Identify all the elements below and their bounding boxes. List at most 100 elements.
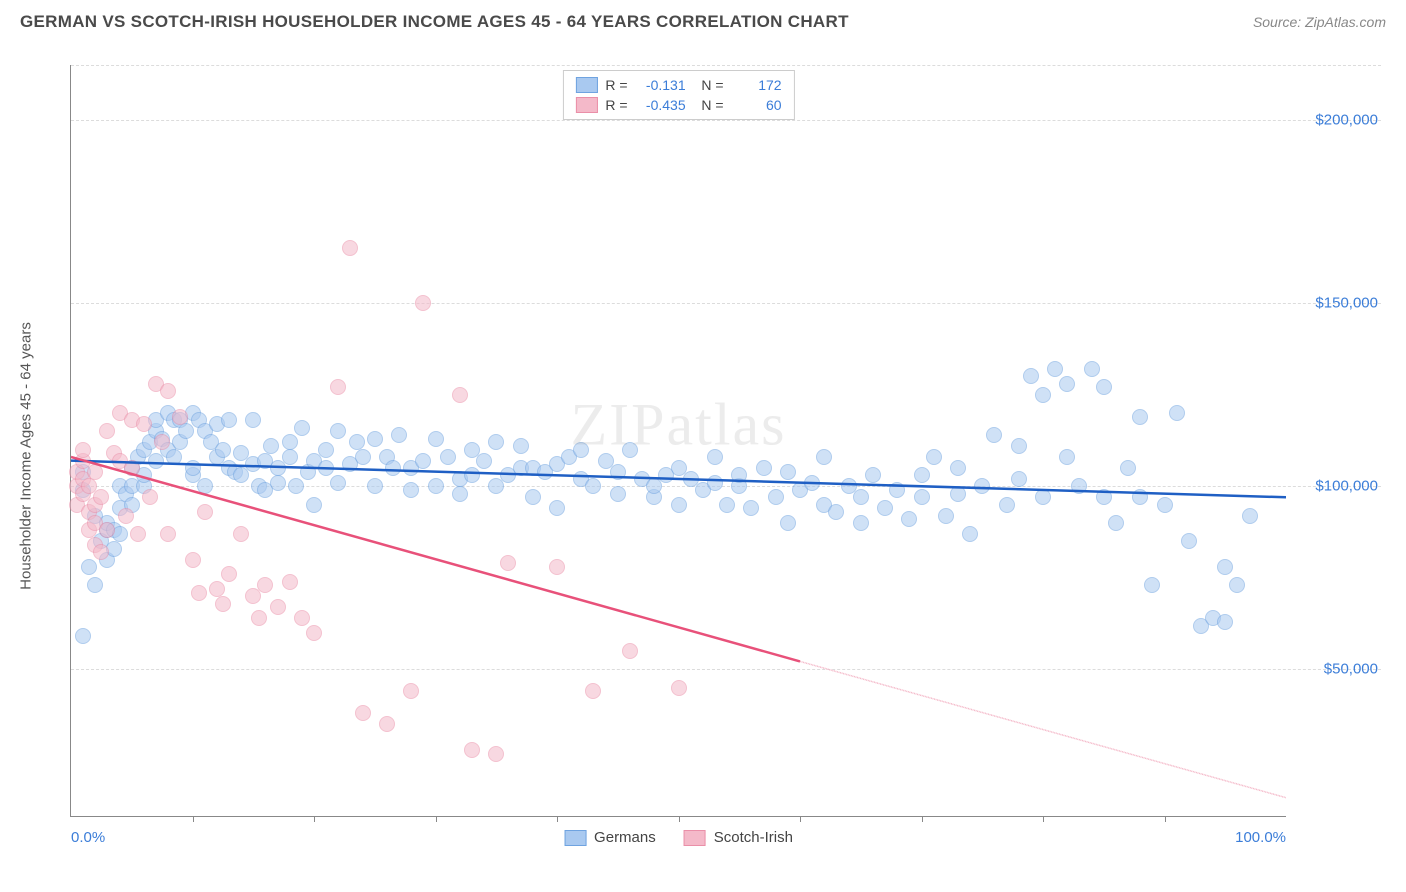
data-point [525,460,541,476]
data-point [270,599,286,615]
data-point [950,460,966,476]
data-point [950,486,966,502]
data-point [87,537,103,553]
data-point [81,504,97,520]
data-point [209,581,225,597]
x-tick [1043,816,1044,822]
data-point [69,497,85,513]
data-point [172,434,188,450]
data-point [1132,489,1148,505]
y-tick-label: $50,000 [1293,661,1378,678]
data-point [154,431,170,447]
data-point [87,577,103,593]
data-point [191,585,207,601]
data-point [270,460,286,476]
data-point [731,467,747,483]
data-point [1084,361,1100,377]
data-point [148,376,164,392]
gridline [71,65,1381,66]
data-point [99,522,115,538]
data-point [403,482,419,498]
data-point [1217,614,1233,630]
data-point [106,522,122,538]
data-point [573,442,589,458]
legend-correlation-box: R = -0.131 N = 172R = -0.435 N = 60 [562,70,794,120]
data-point [209,416,225,432]
data-point [525,489,541,505]
data-point [549,500,565,516]
data-point [391,427,407,443]
data-point [148,453,164,469]
data-point [166,412,182,428]
data-point [828,504,844,520]
y-tick-label: $200,000 [1293,111,1378,128]
data-point [99,552,115,568]
data-point [1011,438,1027,454]
data-point [853,489,869,505]
data-point [191,412,207,428]
data-point [185,405,201,421]
data-point [318,442,334,458]
data-point [75,464,91,480]
data-point [853,515,869,531]
data-point [452,486,468,502]
data-point [160,383,176,399]
trend-overlay [71,65,1286,816]
r-label: R = [605,77,627,93]
data-point [938,508,954,524]
data-point [756,460,772,476]
data-point [233,445,249,461]
data-point [1059,376,1075,392]
data-point [130,526,146,542]
data-point [986,427,1002,443]
legend-swatch [575,97,597,113]
x-tick [679,816,680,822]
data-point [148,412,164,428]
data-point [452,387,468,403]
data-point [118,508,134,524]
gridline [71,669,1381,670]
data-point [926,449,942,465]
watermark: ZIPatlas [571,391,787,460]
gridline [71,486,1381,487]
data-point [124,460,140,476]
data-point [142,434,158,450]
r-value: -0.435 [636,97,686,113]
x-tick [1165,816,1166,822]
data-point [889,482,905,498]
data-point [379,716,395,732]
data-point [75,486,91,502]
data-point [93,533,109,549]
plot-area: ZIPatlas R = -0.131 N = 172R = -0.435 N … [70,65,1286,817]
data-point [87,515,103,531]
data-point [901,511,917,527]
data-point [136,442,152,458]
data-point [1169,405,1185,421]
data-point [282,434,298,450]
data-point [622,442,638,458]
data-point [1059,449,1075,465]
x-tick [800,816,801,822]
data-point [440,449,456,465]
data-point [221,412,237,428]
data-point [1035,387,1051,403]
data-point [99,515,115,531]
n-label: N = [694,77,724,93]
data-point [245,588,261,604]
data-point [719,497,735,513]
data-point [124,497,140,513]
legend-row: R = -0.435 N = 60 [575,95,781,115]
data-point [209,449,225,465]
data-point [69,464,85,480]
legend-swatch [575,77,597,93]
data-point [251,610,267,626]
n-value: 60 [732,97,782,113]
x-tick-label: 0.0% [71,829,105,846]
data-point [962,526,978,542]
trend-line-germans [71,461,1286,498]
data-point [342,240,358,256]
data-point [464,742,480,758]
y-axis-label: Householder Income Ages 45 - 64 years [18,322,35,590]
data-point [573,471,589,487]
data-point [130,449,146,465]
